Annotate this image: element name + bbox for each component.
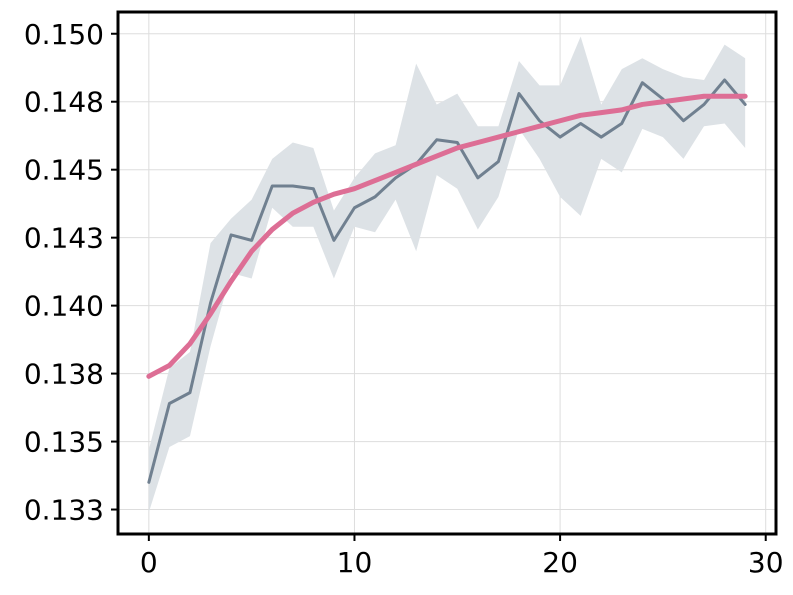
x-tick-label: 10 xyxy=(337,546,373,579)
y-tick-label: 0.150 xyxy=(24,18,104,51)
x-tick-label: 30 xyxy=(748,546,784,579)
x-tick-label: 20 xyxy=(542,546,578,579)
axes-frame xyxy=(116,10,778,536)
y-tick-label: 0.133 xyxy=(24,494,104,527)
x-tick-labels: 0 10 20 30 xyxy=(140,546,784,579)
series-1-line xyxy=(146,93,748,379)
tick-marks xyxy=(111,32,767,541)
x-tick-label: 0 xyxy=(140,546,158,579)
y-tick-label: 0.140 xyxy=(24,290,104,323)
series-0-band xyxy=(148,36,746,513)
y-tick-labels: 0.133 0.135 0.138 0.140 0.143 0.145 0.148 0.150 xyxy=(24,18,104,527)
y-tick-label: 0.135 xyxy=(24,426,104,459)
y-tick-label: 0.138 xyxy=(24,358,104,391)
y-tick-label: 0.143 xyxy=(24,222,104,255)
y-tick-label: 0.148 xyxy=(24,86,104,119)
series-lines xyxy=(146,78,748,484)
series-0-line xyxy=(147,78,747,484)
y-tick-label: 0.145 xyxy=(24,154,104,187)
confidence-bands xyxy=(148,36,746,513)
